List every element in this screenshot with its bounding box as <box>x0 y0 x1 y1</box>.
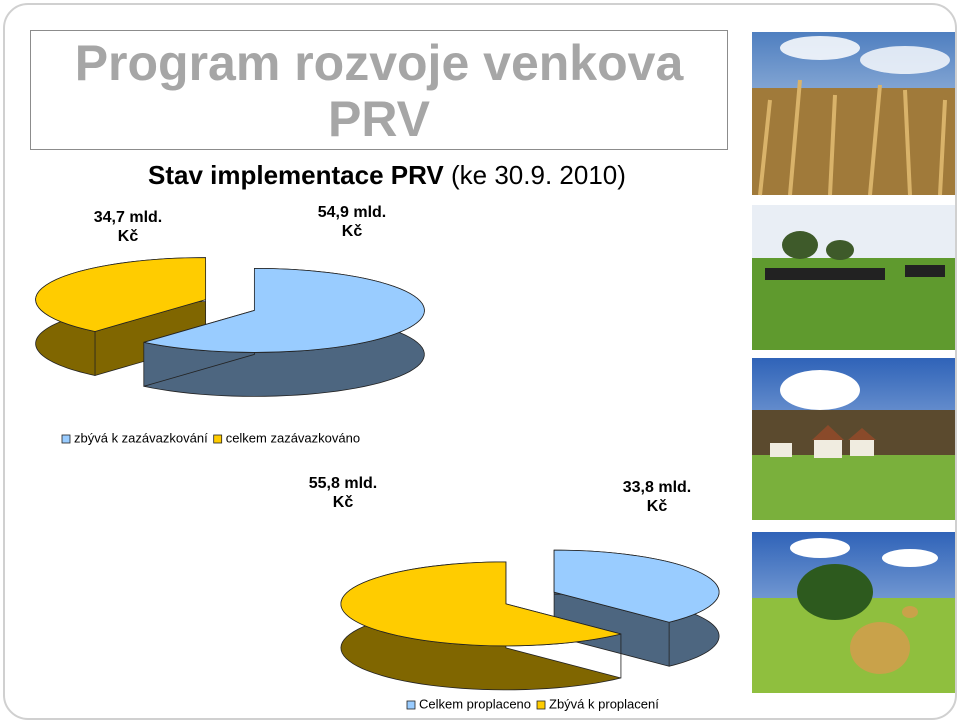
legend-label: zbývá k zazávazkování <box>74 430 208 445</box>
pie-slice <box>143 268 425 353</box>
value-label: 33,8 mld. Kč <box>622 479 692 515</box>
pie-slice <box>35 257 207 332</box>
photo-haybale <box>752 532 955 693</box>
value-label: 55,8 mld. Kč <box>308 475 378 511</box>
legend-swatch <box>213 434 223 444</box>
legend-label: Celkem proplaceno <box>419 696 531 711</box>
subtitle-bold: Stav implementace PRV <box>148 160 444 190</box>
photo-wheat <box>752 32 955 196</box>
slide-frame <box>3 3 957 720</box>
legend-label: celkem zazávazkováno <box>226 430 360 445</box>
photo-cattle <box>752 205 955 350</box>
value-label: 34,7 mld. Kč <box>93 209 163 245</box>
legend-swatch <box>406 700 416 710</box>
slide-title: Program rozvoje venkova PRV <box>30 30 728 150</box>
value-label: 54,9 mld. Kč <box>317 204 387 240</box>
pie-slice <box>553 549 720 623</box>
photo-village <box>752 358 955 520</box>
legend-label: Zbývá k proplacení <box>549 696 659 711</box>
pie-slice <box>340 561 622 647</box>
legend-swatch <box>61 434 71 444</box>
legend-swatch <box>536 700 546 710</box>
subtitle-rest: (ke 30.9. 2010) <box>451 160 626 190</box>
slide-subtitle: Stav implementace PRV (ke 30.9. 2010) <box>148 160 626 191</box>
